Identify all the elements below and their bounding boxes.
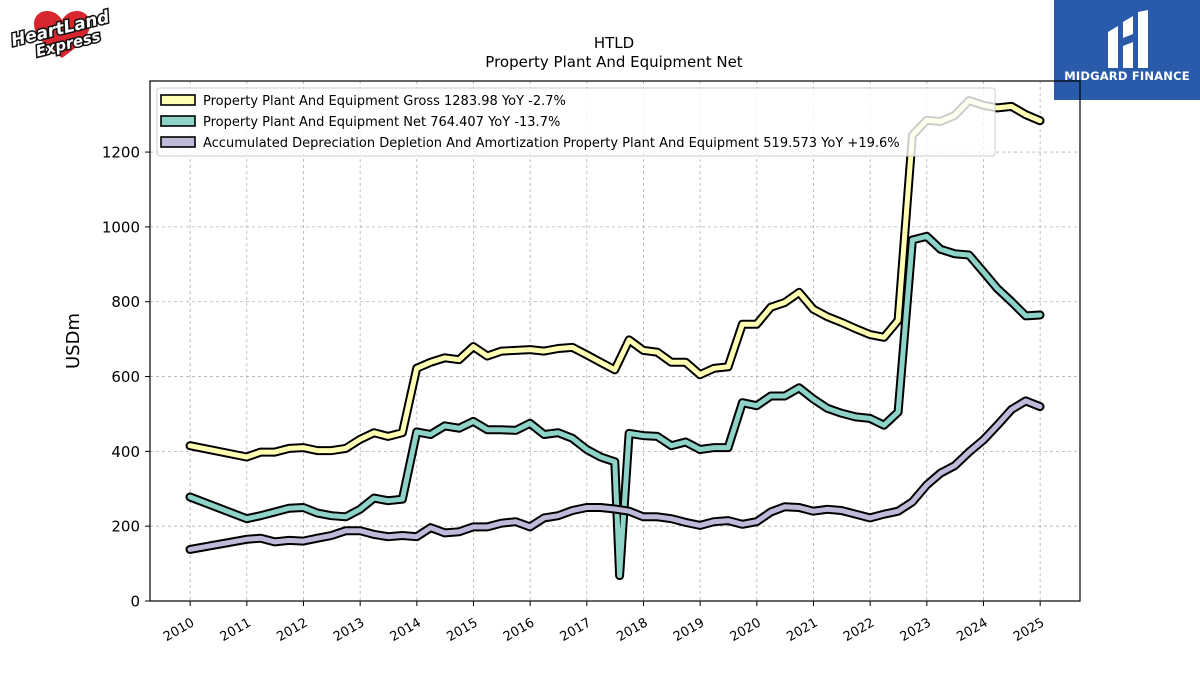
x-tick-label: 2018: [614, 615, 650, 645]
y-tick-label: 0: [130, 593, 140, 611]
legend-label-2: Accumulated Depreciation Depletion And A…: [203, 136, 900, 151]
x-tick-label: 2019: [671, 615, 707, 645]
x-tick-label: 2021: [784, 615, 820, 645]
x-tick-label: 2025: [1011, 615, 1047, 645]
y-tick-label: 200: [111, 518, 140, 536]
legend: Property Plant And Equipment Gross 1283.…: [156, 87, 996, 157]
chart-subtitle: Property Plant And Equipment Net: [485, 53, 742, 71]
y-axis: 0 200 400 600 800 1000 1200: [102, 144, 150, 611]
midgard-finance-logo: MIDGARD FINANCE: [1054, 0, 1200, 100]
series-0-line: [187, 98, 1043, 460]
x-tick-label: 2013: [331, 615, 367, 645]
x-tick-label: 2010: [161, 615, 197, 645]
x-tick-label: 2015: [444, 615, 480, 645]
x-tick-label: 2014: [388, 615, 424, 645]
legend-box: [156, 87, 996, 157]
legend-label-1: Property Plant And Equipment Net 764.407…: [203, 115, 560, 130]
x-axis: 2010 2011 2012 2013 2014 2015 2016 2017 2018 2019…: [161, 601, 1047, 645]
legend-swatch-1: [160, 115, 196, 127]
y-tick-label: 800: [111, 293, 140, 311]
x-tick-label: 2012: [274, 615, 310, 645]
series-1-line: [187, 233, 1043, 579]
midgard-brand-text: MIDGARD FINANCE: [1064, 69, 1190, 83]
plot-frame: [149, 80, 1081, 602]
legend-swatch-2: [160, 136, 196, 148]
x-tick-label: 2023: [898, 615, 934, 645]
series-layer: [185, 96, 1045, 581]
y-axis-label: USDm: [63, 313, 84, 369]
legend-swatch-0: [160, 94, 196, 106]
y-tick-label: 400: [111, 443, 140, 461]
x-tick-label: 2022: [841, 615, 877, 645]
series-2-line: [187, 398, 1043, 552]
y-tick-label: 1200: [102, 144, 140, 162]
chart-title: HTLD: [594, 34, 634, 52]
x-tick-label: 2016: [501, 615, 537, 645]
y-tick-label: 1000: [102, 218, 140, 236]
x-tick-label: 2020: [728, 615, 764, 645]
x-tick-label: 2011: [218, 615, 254, 645]
midgard-mark-icon: [1108, 10, 1148, 68]
y-tick-label: 600: [111, 368, 140, 386]
legend-label-0: Property Plant And Equipment Gross 1283.…: [203, 94, 566, 109]
x-tick-label: 2024: [954, 615, 990, 645]
heartland-express-logo: HeartLand Express: [4, 6, 120, 64]
x-tick-label: 2017: [558, 615, 594, 645]
